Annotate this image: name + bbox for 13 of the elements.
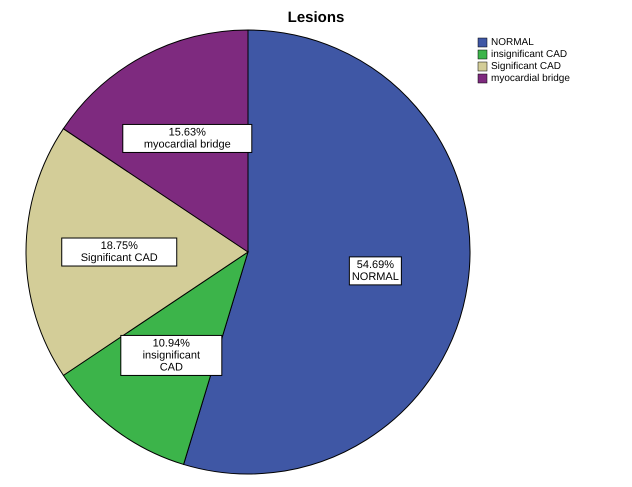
data-label: 15.63%: [168, 126, 206, 138]
slice-label: Significant CAD: [80, 252, 158, 264]
data-label: 54.69%: [356, 258, 394, 271]
legend-label: insignificant CAD: [491, 49, 568, 60]
slice-label: NORMAL: [352, 270, 399, 283]
slice-label: insignificant CAD: [142, 349, 200, 374]
data-label: 10.94%: [152, 337, 190, 350]
slice-label: myocardial bridge: [144, 138, 231, 150]
legend-label: NORMAL: [491, 37, 534, 48]
data-label: 18.75%: [100, 240, 138, 252]
chart-title: Lesions: [288, 9, 344, 26]
legend-label: myocardial bridge: [491, 73, 570, 84]
legend-label: Significant CAD: [491, 61, 562, 72]
